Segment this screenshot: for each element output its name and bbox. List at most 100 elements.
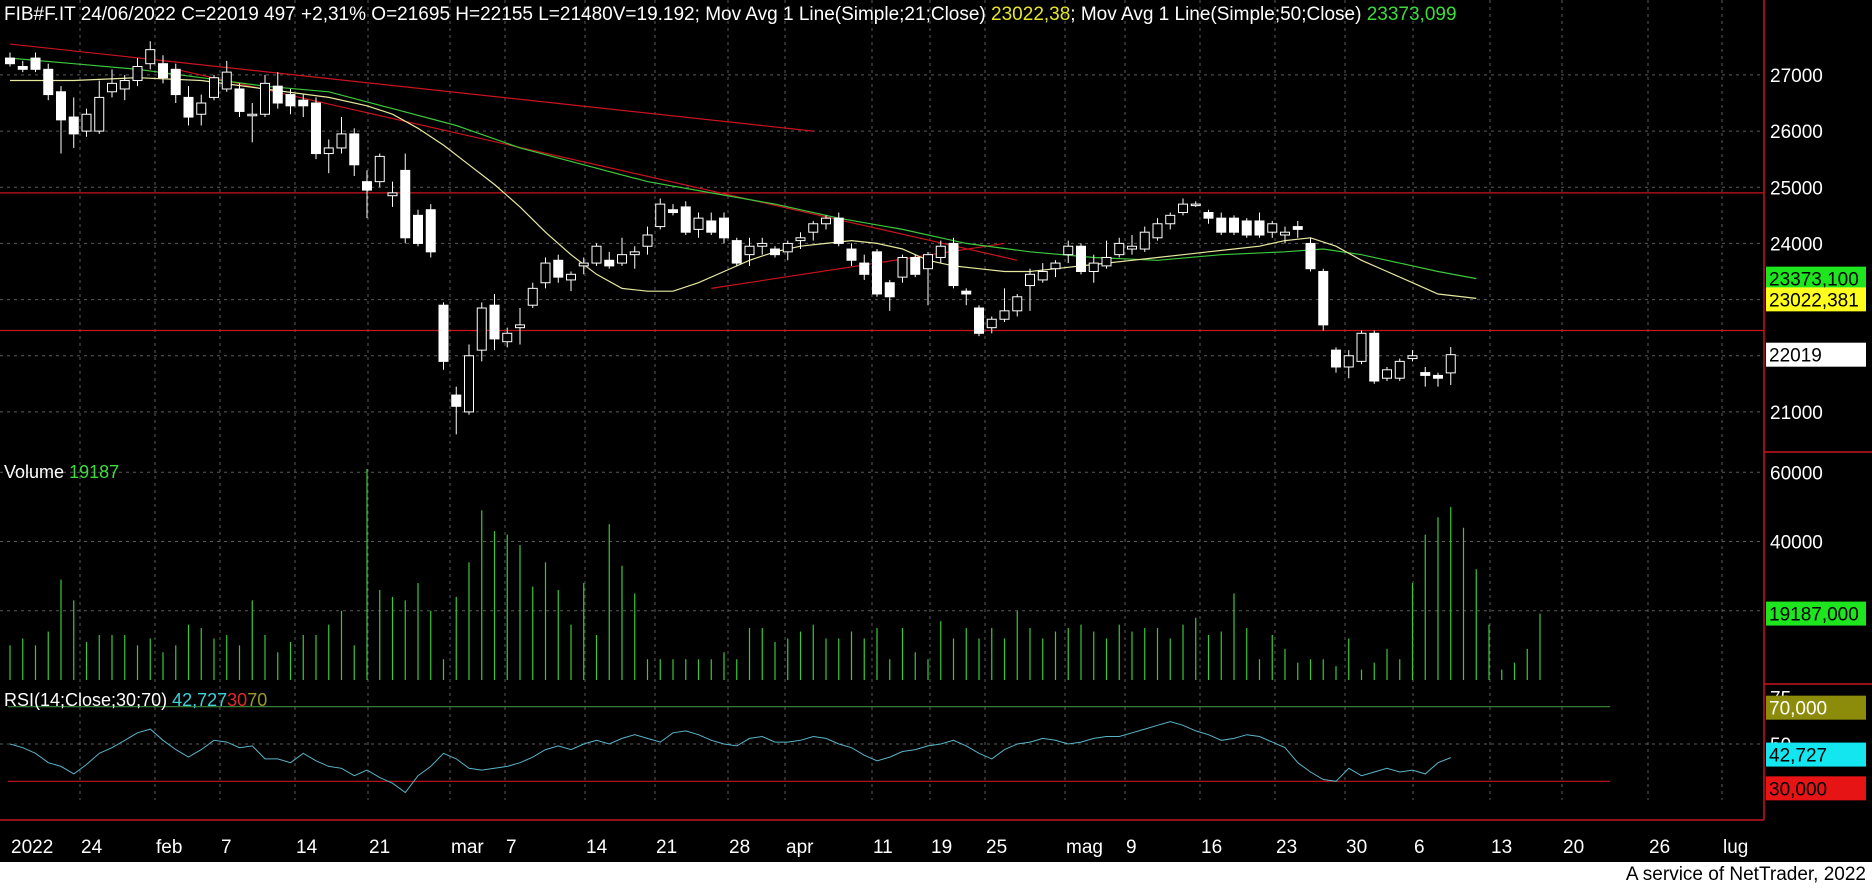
date-tick-label: mag	[1066, 837, 1103, 858]
volume-tick-label: 60000	[1770, 463, 1823, 484]
date-tick-label: 23	[1276, 837, 1297, 858]
value-tag: 19187,000	[1766, 601, 1866, 626]
volume-bars	[9, 468, 1541, 680]
candle-body	[323, 147, 334, 155]
candle	[1165, 212, 1176, 230]
candle	[1152, 218, 1163, 241]
header-change: 497	[264, 4, 296, 25]
candle	[515, 308, 525, 345]
candle-body	[30, 57, 41, 70]
candle	[336, 117, 347, 154]
candle	[183, 86, 194, 126]
value-tag: 30,000	[1766, 776, 1866, 801]
price-tick-label: 26000	[1770, 122, 1823, 143]
date-tick-label: 21	[369, 837, 390, 858]
candle-body	[1356, 332, 1367, 362]
candle-body	[1025, 273, 1035, 287]
candle	[1394, 358, 1405, 382]
candle	[719, 212, 729, 244]
value-tag: 42,727	[1766, 742, 1866, 767]
candle-body	[158, 63, 168, 79]
candle	[502, 327, 513, 348]
candle	[323, 139, 334, 174]
candle-body	[1012, 296, 1023, 312]
header-ma21-value: 23022,38	[991, 4, 1071, 25]
candle	[566, 271, 576, 292]
rsi-panel-title: RSI(14;Close;30;70) 42,7273070	[4, 690, 267, 710]
candle	[770, 246, 780, 258]
candle	[81, 108, 92, 137]
trend-line	[711, 242, 1005, 289]
candle-body	[1254, 220, 1265, 236]
candle-body	[1165, 214, 1176, 225]
candle-body	[451, 394, 462, 407]
candle-body	[43, 68, 54, 96]
value-tag-bg	[1766, 287, 1866, 312]
date-axis-labels: 2022 24 feb 7 14 21 mar 7 14 21 28 apr 11 19 25 mag 9 16 2…	[11, 837, 1748, 858]
candle-body	[170, 68, 181, 96]
candle-body	[629, 251, 640, 256]
date-tick-label: 25	[986, 837, 1007, 858]
candle	[1190, 201, 1201, 207]
candle-body	[1318, 271, 1329, 326]
candle-body	[884, 282, 895, 298]
candle-body	[986, 318, 997, 329]
candle	[94, 80, 105, 134]
header-change-pct: +2,31%	[301, 4, 367, 25]
candle-body	[145, 49, 156, 65]
candle-body	[362, 181, 372, 191]
candle-body	[540, 262, 551, 284]
candle-body	[591, 245, 602, 264]
candle	[1088, 254, 1099, 283]
candle	[1229, 215, 1239, 235]
candle	[158, 55, 168, 84]
candle	[833, 212, 844, 247]
candle	[68, 97, 79, 148]
value-tag: 23022,381	[1766, 287, 1866, 312]
candle-body	[872, 251, 882, 295]
value-tag-bg	[1766, 266, 1866, 291]
value-tag-text: 23373,100	[1769, 270, 1859, 291]
candle-body	[464, 355, 474, 413]
candle	[655, 198, 666, 230]
candle-body	[1305, 242, 1316, 270]
date-tick-label: 7	[506, 837, 517, 858]
candle-body	[425, 209, 436, 253]
candle-body	[897, 256, 908, 278]
candle-body	[56, 91, 66, 121]
candle	[1076, 243, 1086, 275]
date-tick-label: 13	[1491, 837, 1512, 858]
value-tag-text: 23022,381	[1769, 290, 1859, 311]
rsi-value: 42,727	[172, 690, 228, 710]
candle	[1356, 330, 1367, 365]
candle-body	[515, 324, 525, 329]
value-tag: 70,000	[1766, 695, 1866, 720]
candle	[285, 88, 296, 115]
candle	[30, 52, 41, 73]
candle-body	[910, 256, 921, 275]
candle	[1139, 226, 1150, 252]
candle-body	[974, 307, 984, 334]
candle-body	[744, 245, 755, 256]
candle-body	[706, 220, 717, 233]
candle	[948, 237, 959, 289]
trend-line	[175, 68, 1018, 261]
candle-body	[17, 66, 28, 70]
date-tick-label: 14	[586, 837, 608, 858]
candle	[400, 153, 411, 244]
candle-body	[400, 169, 411, 239]
rsi-line	[9, 721, 1451, 794]
candle-body	[374, 155, 385, 183]
candle	[1101, 240, 1112, 269]
date-tick-label: mar	[451, 837, 484, 858]
candle-body	[81, 113, 92, 132]
candle	[464, 344, 474, 415]
candle	[923, 251, 933, 306]
candle-body	[693, 217, 704, 230]
candle-body	[1216, 217, 1227, 233]
candle-body	[719, 217, 729, 239]
header-open: O=21695	[371, 4, 451, 25]
candle	[846, 243, 857, 266]
candle	[5, 52, 15, 67]
candle-body	[821, 217, 831, 225]
